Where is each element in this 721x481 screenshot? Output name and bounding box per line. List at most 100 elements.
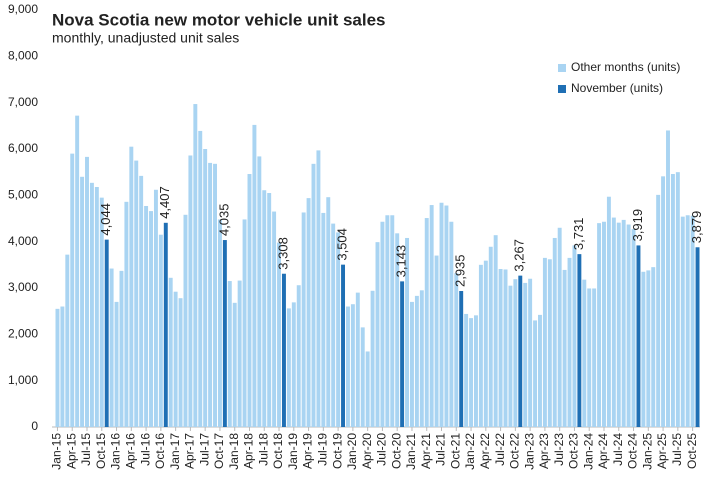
- y-tick-label: 7,000: [8, 95, 38, 109]
- bar: [434, 255, 439, 427]
- x-tick-label: Apr-16: [123, 433, 137, 469]
- bar: [542, 257, 547, 427]
- bar: [178, 298, 183, 427]
- x-tick-label: Apr-24: [596, 433, 610, 469]
- bar: [173, 291, 178, 427]
- y-tick-label: 5,000: [8, 188, 38, 202]
- bar: [577, 254, 582, 427]
- y-tick-label: 3,000: [8, 280, 38, 294]
- bar: [503, 269, 508, 427]
- bar: [272, 211, 277, 427]
- x-tick-label: Apr-23: [537, 433, 551, 469]
- bar: [262, 190, 267, 427]
- bar: [587, 288, 592, 427]
- bar: [208, 162, 213, 427]
- data-label: 4,044: [98, 203, 113, 236]
- bar: [326, 197, 331, 427]
- bar: [183, 214, 188, 427]
- x-tick-label: Jan-25: [640, 433, 654, 470]
- bar: [444, 205, 449, 427]
- bar: [321, 212, 326, 427]
- bar: [222, 240, 227, 427]
- x-tick-label: Apr-25: [655, 433, 669, 469]
- bar: [158, 234, 163, 427]
- x-tick-label: Jul-25: [670, 433, 684, 466]
- data-label: 4,035: [216, 203, 231, 236]
- y-tick-label: 8,000: [8, 49, 38, 63]
- bar: [163, 222, 168, 427]
- bar: [99, 197, 104, 427]
- bar: [616, 222, 621, 427]
- bar: [464, 313, 469, 427]
- bar: [572, 245, 577, 427]
- bar: [360, 327, 365, 427]
- x-tick-label: Apr-22: [478, 433, 492, 469]
- bar: [538, 314, 542, 427]
- bar: [104, 239, 109, 427]
- bar: [518, 275, 523, 427]
- bar: [316, 150, 321, 427]
- x-tick-label: Apr-19: [301, 433, 315, 469]
- x-tick-label: Jul-15: [79, 433, 93, 466]
- x-tick-label: Oct-25: [685, 433, 699, 469]
- bar: [370, 290, 375, 427]
- bar: [429, 205, 434, 427]
- bar: [257, 156, 262, 427]
- bar: [459, 291, 464, 427]
- chart-title: Nova Scotia new motor vehicle unit sales: [52, 10, 386, 29]
- x-tick-label: Apr-20: [360, 433, 374, 469]
- x-tick-label: Apr-17: [183, 433, 197, 469]
- bar: [626, 224, 631, 427]
- bar: [291, 302, 296, 427]
- x-tick-label: Jan-24: [581, 433, 595, 470]
- bar: [296, 285, 301, 427]
- data-label: 3,504: [334, 228, 349, 261]
- legend-swatch: [558, 64, 566, 72]
- bar: [198, 130, 203, 427]
- bar: [114, 301, 119, 427]
- bar: [237, 280, 242, 427]
- x-tick-label: Jul-22: [493, 433, 507, 466]
- x-tick-label: Jul-19: [316, 433, 330, 466]
- bar: [449, 221, 454, 427]
- bar: [277, 242, 281, 427]
- x-tick-label: Apr-21: [419, 433, 433, 469]
- bar: [267, 193, 272, 427]
- x-tick-label: Oct-24: [626, 433, 640, 469]
- bar: [611, 217, 616, 427]
- bar: [70, 153, 75, 427]
- x-tick-label: Jul-16: [138, 433, 152, 466]
- y-tick-label: 4,000: [8, 234, 38, 248]
- bar: [424, 218, 429, 427]
- y-tick-label: 2,000: [8, 327, 38, 341]
- bar: [695, 247, 700, 427]
- bar: [227, 281, 232, 427]
- x-tick-label: Jul-21: [434, 433, 448, 466]
- bar: [405, 237, 410, 427]
- bar: [60, 306, 65, 427]
- bar: [636, 245, 641, 427]
- data-label: 3,879: [689, 211, 704, 244]
- bar: [311, 163, 316, 427]
- bar: [469, 318, 474, 427]
- bar: [651, 267, 656, 427]
- bar: [631, 229, 636, 427]
- x-tick-label: Oct-21: [448, 433, 462, 469]
- bar: [656, 194, 661, 427]
- x-tick-label: Jan-20: [345, 433, 359, 470]
- x-tick-label: Oct-16: [153, 433, 167, 469]
- bar: [454, 273, 459, 427]
- bar: [670, 174, 675, 427]
- x-tick-label: Apr-15: [64, 433, 78, 469]
- x-tick-label: Jul-23: [552, 433, 566, 466]
- bar: [252, 124, 257, 427]
- bar: [109, 268, 114, 427]
- bar: [513, 279, 518, 427]
- bar: [602, 221, 606, 427]
- bar: [129, 146, 134, 427]
- bar: [395, 233, 400, 427]
- x-tick-label: Jul-18: [256, 433, 270, 466]
- bar: [508, 285, 513, 427]
- y-tick-label: 1,000: [8, 373, 38, 387]
- x-tick-label: Oct-23: [567, 433, 581, 469]
